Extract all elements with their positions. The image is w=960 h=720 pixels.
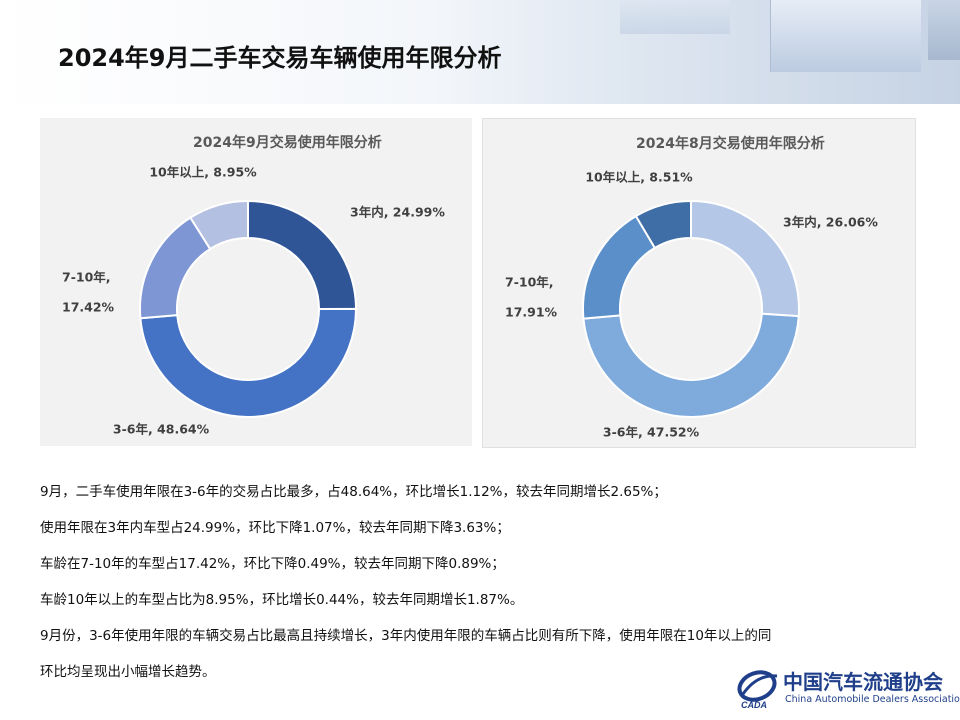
- donut-slice-4: [189, 199, 249, 251]
- slice-label: 7-10年,: [505, 275, 554, 290]
- analysis-line: 环比均呈现出小幅增长趋势。: [40, 664, 216, 680]
- slice-label: 3-6年, 48.64%: [113, 422, 210, 437]
- slice-label-value: 17.42%: [62, 300, 115, 315]
- donut-chart-september: 2024年9月交易使用年限分析 3年内, 24.99% 3-6年, 48.64% 7-…: [40, 118, 472, 446]
- donut-slice-1: [247, 199, 358, 310]
- cada-logo-mark-icon: CADA: [737, 670, 778, 710]
- analysis-line: 9月份，3-6年使用年限的车辆交易占比最高且持续增长，3年内使用年限的车辆占比则…: [40, 628, 772, 644]
- header-decoration: [928, 0, 960, 60]
- page-title: 2024年9月二手车交易车辆使用年限分析: [58, 44, 502, 72]
- slice-label-value: 17.91%: [505, 305, 558, 320]
- cada-logo-mark-text: CADA: [741, 700, 767, 710]
- analysis-line: 使用年限在3年内车型占24.99%，环比下降1.07%，较去年同期下降3.63%…: [40, 520, 510, 536]
- slice-label: 3-6年, 47.52%: [603, 425, 700, 440]
- header-decoration: [770, 0, 921, 72]
- slice-label: 3年内, 26.06%: [783, 215, 878, 230]
- slice-label: 10年以上, 8.95%: [149, 165, 257, 180]
- cada-logo: CADA 中国汽车流通协会 China Automobile Dealers A…: [735, 664, 960, 712]
- logo-chinese-name: 中国汽车流通协会: [783, 670, 943, 694]
- donut-chart-september-svg: 2024年9月交易使用年限分析 3年内, 24.99% 3-6年, 48.64% 7-…: [62, 134, 445, 437]
- donut-slice-4: [634, 199, 692, 250]
- analysis-text: 9月，二手车使用年限在3-6年的交易占比最多，占48.64%，环比增长1.12%…: [40, 474, 930, 690]
- donut-slice-2: [139, 307, 358, 418]
- analysis-line: 车龄10年以上的车型占比为8.95%，环比增长0.44%，较去年同期增长1.87…: [40, 592, 524, 608]
- chart-title: 2024年9月交易使用年限分析: [193, 134, 382, 151]
- slice-label: 10年以上, 8.51%: [585, 170, 693, 185]
- slice-label: 3年内, 24.99%: [350, 205, 445, 220]
- slice-label: 7-10年,: [62, 270, 111, 285]
- donut-chart-august-svg: 2024年8月交易使用年限分析 3年内, 26.06% 3-6年, 47.52% 7-…: [505, 135, 878, 440]
- donut-chart-august: 2024年8月交易使用年限分析 3年内, 26.06% 3-6年, 47.52% 7-…: [482, 118, 916, 448]
- logo-english-name: China Automobile Dealers Association: [785, 694, 960, 705]
- chart-title: 2024年8月交易使用年限分析: [636, 135, 825, 152]
- analysis-line: 车龄在7-10年的车型占17.42%，环比下降0.49%，较去年同期下降0.89…: [40, 556, 505, 572]
- header-decoration: [620, 0, 730, 34]
- analysis-line: 9月，二手车使用年限在3-6年的交易占比最多，占48.64%，环比增长1.12%…: [40, 484, 667, 500]
- donut-slice-2: [582, 312, 800, 418]
